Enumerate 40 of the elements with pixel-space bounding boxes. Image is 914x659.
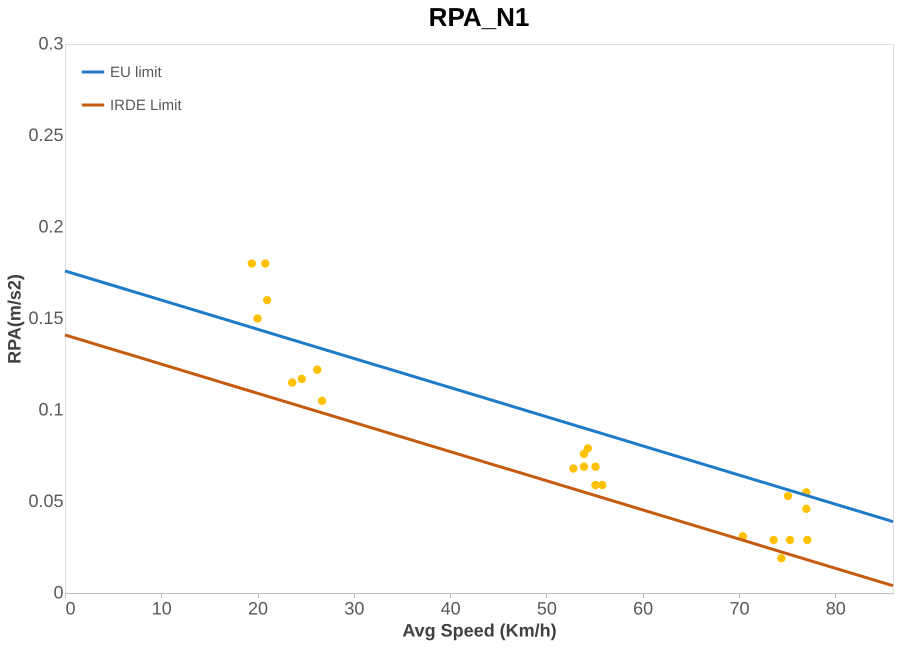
y-tick-label: 0.1 <box>38 400 64 420</box>
x-axis-title: Avg Speed (Km/h) <box>402 620 557 640</box>
x-tick-label: 0 <box>66 598 76 618</box>
x-tick-label: 60 <box>633 598 654 618</box>
y-tick-label: 0.05 <box>28 491 64 511</box>
chart-title: RPA_N1 <box>428 2 530 32</box>
point <box>298 374 306 384</box>
point <box>591 462 600 471</box>
y-tick-label: 0.25 <box>28 125 64 145</box>
x-tick-label: 20 <box>248 598 268 618</box>
point <box>777 554 786 562</box>
point <box>580 462 588 471</box>
x-tick-label: 10 <box>152 598 172 618</box>
x-tick-label: 30 <box>344 598 364 618</box>
y-tick-label: 0.15 <box>28 308 64 328</box>
point <box>769 536 778 544</box>
y-axis-title: RPA(m/s2) <box>4 274 24 364</box>
point <box>288 378 296 387</box>
legend-label: EU limit <box>110 64 162 81</box>
point <box>786 536 794 544</box>
y-tick-label: 0.2 <box>38 216 64 236</box>
x-tick-label: 80 <box>826 598 846 618</box>
point <box>784 492 792 500</box>
point <box>248 259 256 268</box>
x-tick-label: 40 <box>440 598 461 618</box>
y-tick-label: 0.3 <box>38 34 64 54</box>
legend-label: IRDE Limit <box>110 97 183 114</box>
y-tick-label: 0 <box>53 582 64 602</box>
point <box>261 259 270 268</box>
point <box>318 396 326 406</box>
point <box>803 536 812 544</box>
x-tick-label: 70 <box>729 598 750 618</box>
point <box>580 450 588 458</box>
point <box>569 464 578 473</box>
point <box>253 314 262 323</box>
point <box>802 504 811 513</box>
point <box>263 296 272 304</box>
x-tick-label: 50 <box>536 598 557 618</box>
point <box>313 366 322 374</box>
point <box>598 480 606 490</box>
